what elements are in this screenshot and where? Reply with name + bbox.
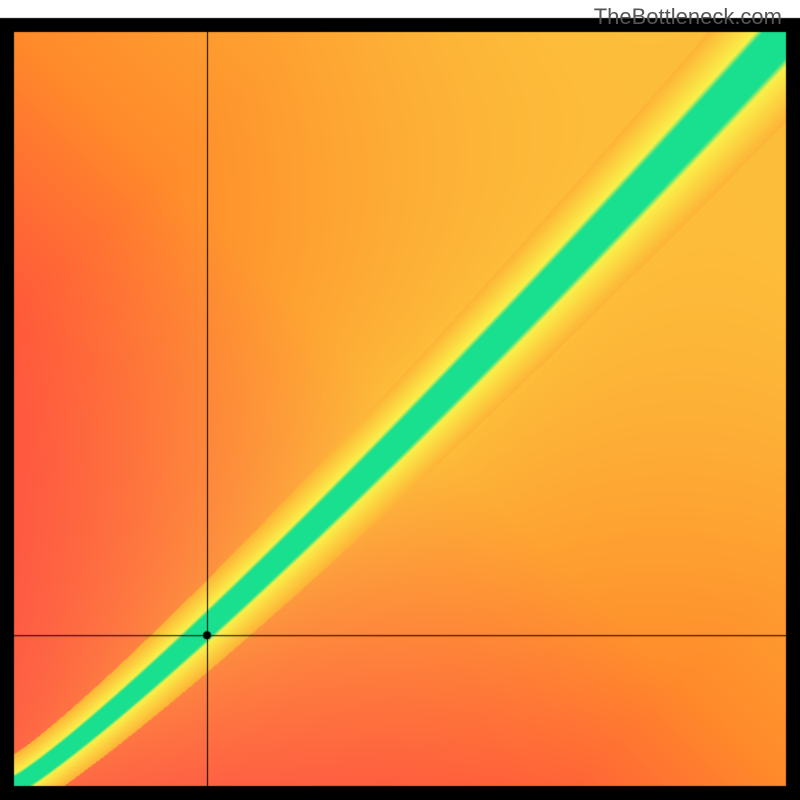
watermark-text: TheBottleneck.com bbox=[594, 4, 782, 30]
heatmap-canvas bbox=[0, 0, 800, 800]
chart-container: TheBottleneck.com bbox=[0, 0, 800, 800]
